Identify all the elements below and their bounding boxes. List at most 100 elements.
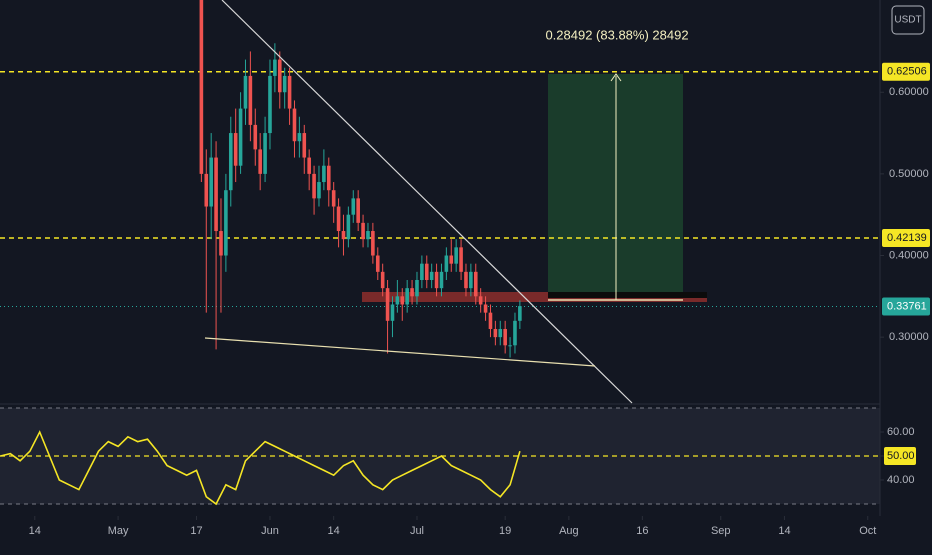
candle-body [282, 75, 287, 93]
candle-body [375, 255, 380, 272]
candle-body [302, 133, 307, 158]
arrow-head [610, 73, 622, 82]
drawings-over: 0.28492 (83.88%) 28492 USDT [0, 0, 925, 516]
candle-body [439, 271, 444, 289]
candle-body [326, 165, 331, 191]
candle-body [258, 149, 262, 174]
level-label: 0.42139 [887, 232, 927, 244]
x-tick-label: Jul [410, 525, 424, 537]
candle-body [209, 157, 213, 207]
candle-body [410, 288, 414, 297]
candle-body [228, 133, 233, 191]
candle-body [459, 247, 463, 272]
zone-top [548, 292, 707, 298]
currency-badge[interactable] [891, 5, 925, 35]
candle-body [204, 173, 209, 207]
rsi-line [0, 430, 521, 506]
candle-body [243, 75, 248, 109]
candle-body [356, 198, 360, 223]
candle-body [331, 190, 336, 207]
candle-body [395, 296, 400, 305]
resistance-zone [362, 292, 707, 302]
candle-body [307, 157, 311, 174]
level-label: 0.62506 [887, 66, 927, 78]
candle-body [317, 182, 321, 199]
candle-body [273, 59, 277, 76]
y-tick-label: 0.30000 [889, 331, 929, 343]
candle-body [224, 190, 228, 256]
candle-body [219, 231, 223, 256]
x-tick-label: Jun [261, 525, 279, 537]
candle-body [415, 280, 419, 297]
candle-body [214, 157, 218, 232]
x-tick-label: 14 [29, 525, 41, 537]
candle-body [287, 75, 292, 109]
candle-body [488, 312, 493, 329]
last-price-bg [882, 297, 930, 316]
candle-body [424, 263, 429, 280]
candle-body [429, 271, 434, 280]
candle-body [322, 165, 326, 183]
last-price-label: 0.33761 [887, 300, 927, 312]
candle-body [464, 271, 468, 289]
candle-body [238, 108, 243, 166]
candle-body [361, 222, 365, 240]
candle-body [498, 328, 503, 338]
candle-body [263, 133, 267, 174]
candle-body [420, 263, 424, 280]
candle-body [483, 304, 488, 313]
rsi-mid-label-bg [884, 447, 916, 465]
candle-body [400, 296, 405, 305]
rsi-y-tick-label: 40.00 [887, 474, 915, 486]
candle-body [503, 328, 507, 346]
rsi-y-tick-label: 50.00 [887, 450, 915, 462]
candle-body [341, 231, 346, 240]
x-tick-label: 16 [636, 525, 648, 537]
candle-body [473, 271, 478, 297]
candle-body [233, 133, 238, 166]
candle-body [199, 0, 204, 174]
candle-body [434, 271, 439, 289]
rsi-y-tick-label: 60.00 [887, 426, 915, 438]
candle-body [405, 288, 409, 305]
level-label-bg [882, 62, 930, 81]
candle-body [351, 198, 356, 215]
candle-body [253, 124, 258, 150]
x-tick-label: 14 [328, 525, 340, 537]
data-layer: 0.30000 0.40000 0.50000 0.60000 0.62506 0.421… [0, 0, 930, 537]
candle-body [513, 320, 517, 346]
trendline-lower [204, 337, 596, 367]
candle-body [371, 231, 375, 256]
candle-body [444, 255, 449, 272]
candle-body [292, 108, 297, 142]
currency-label: USDT [894, 15, 921, 26]
candle-body [336, 206, 341, 232]
candle-body [268, 75, 272, 134]
x-tick-label: 14 [778, 525, 790, 537]
measure-label: 0.28492 (83.88%) 28492 [545, 27, 688, 42]
candle-body [469, 271, 473, 289]
x-tick-label: Oct [859, 525, 876, 537]
level-label-bg [882, 229, 930, 248]
candle-body [277, 59, 282, 93]
candle-body [390, 304, 395, 321]
candle-body [518, 306, 522, 321]
candle-body [454, 247, 458, 264]
candle-body [449, 255, 454, 264]
candle-body [297, 133, 302, 142]
x-tick-label: 19 [499, 525, 511, 537]
y-tick-label: 0.60000 [889, 86, 929, 98]
x-tick-label: 17 [190, 525, 202, 537]
candle-body [380, 271, 385, 289]
candle-body [493, 328, 498, 338]
candle-body [346, 214, 351, 240]
trendline-upper [221, 0, 633, 404]
candle-body [385, 288, 390, 321]
y-tick-label: 0.40000 [889, 249, 929, 261]
x-tick-label: Sep [711, 525, 731, 537]
y-tick-label: 0.50000 [889, 168, 929, 180]
candle-body [366, 231, 370, 240]
x-tick-label: May [108, 525, 129, 537]
candle-body [312, 173, 316, 199]
